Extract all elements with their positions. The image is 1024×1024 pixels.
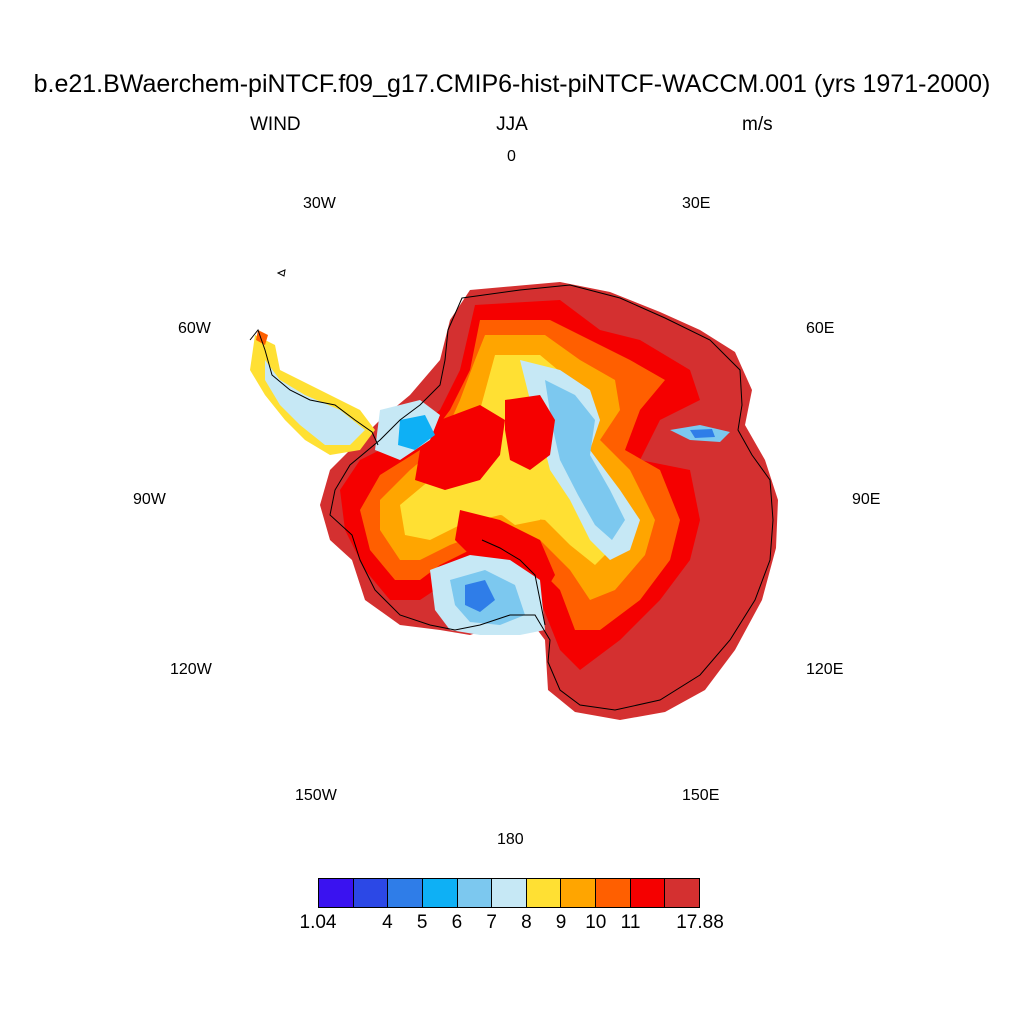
colorbar-label: 1.04 <box>299 912 337 933</box>
colorbar-box <box>319 879 354 907</box>
peninsula-coast <box>249 328 379 446</box>
colorbar-label: 9 <box>555 912 567 933</box>
lon-label-0: 0 <box>507 148 516 165</box>
colorbar-box <box>665 879 700 907</box>
colorbar-label: 7 <box>486 912 497 933</box>
colorbar-box <box>526 879 562 907</box>
colorbar-label: 8 <box>521 912 532 933</box>
colorbar-box <box>492 879 527 907</box>
colorbar <box>318 878 700 908</box>
colorbar-label: 17.88 <box>676 912 724 933</box>
lon-label-60e: 60E <box>806 320 835 337</box>
inner-red-lobe-west <box>415 405 505 490</box>
colorbar-label: 5 <box>416 912 428 933</box>
sky-blue-band <box>545 380 625 540</box>
lon-label-120e: 120E <box>806 661 844 678</box>
colorbar-label: 10 <box>585 912 607 933</box>
lon-label-90e: 90E <box>852 491 881 508</box>
lon-label-90w: 90W <box>133 491 166 508</box>
coastline <box>329 284 774 711</box>
colorbar-label: 11 <box>620 912 641 933</box>
colorbar-label: 6 <box>451 912 463 933</box>
ross-ice-shelf-deep <box>465 580 495 612</box>
wind-field <box>250 282 778 720</box>
inner-red-lobe-north <box>505 395 555 470</box>
lon-label-30e: 30E <box>682 195 711 212</box>
lon-label-150w: 150W <box>295 787 337 804</box>
lon-label-150e: 150E <box>682 787 720 804</box>
colorbar-box <box>422 879 458 907</box>
ross-shelf-edge <box>481 539 546 626</box>
colorbar-box <box>630 879 666 907</box>
variable-label: WIND <box>250 114 301 135</box>
amery-blue <box>690 429 715 438</box>
lon-label-120w: 120W <box>170 661 212 678</box>
colorbar-label: 4 <box>382 912 393 933</box>
weddell-shelf-blue <box>398 415 435 450</box>
colorbar-box <box>561 879 597 907</box>
map-title: b.e21.BWaerchem-piNTCF.f09_g17.CMIP6-his… <box>33 70 991 98</box>
colorbar-box <box>596 879 631 907</box>
colorbar-box <box>353 879 389 907</box>
lon-label-30w: 30W <box>303 195 336 212</box>
south-shetland-island <box>276 269 286 277</box>
colorbar-box <box>457 879 493 907</box>
center-yellow <box>495 475 550 525</box>
lon-label-180: 180 <box>497 831 524 848</box>
season-label: JJA <box>496 114 528 135</box>
colorbar-box <box>388 879 423 907</box>
units-label: m/s <box>742 114 773 135</box>
peninsula-light <box>265 360 365 445</box>
lon-label-60w: 60W <box>178 320 211 337</box>
